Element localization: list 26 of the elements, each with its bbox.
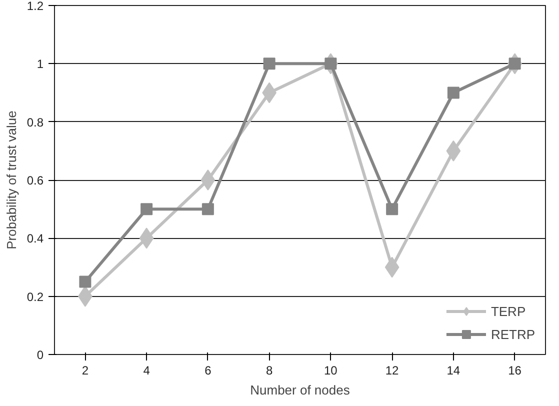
point [79, 276, 92, 288]
x-axis-title: Number of nodes [250, 382, 350, 398]
x-tick-label: 4 [143, 364, 150, 378]
point [140, 203, 153, 216]
y-axis-title: Probability of trust value [4, 110, 19, 250]
x-tick-label: 8 [266, 364, 273, 378]
y-tick-label: 1.2 [26, 0, 44, 13]
point [386, 203, 398, 216]
y-tick-label: 0.8 [26, 115, 44, 130]
x-tick-label: 16 [508, 364, 522, 378]
point [200, 170, 216, 190]
y-tick-label: 0.4 [26, 232, 44, 246]
legend-label: RETRP [490, 326, 535, 342]
x-tick-label: 2 [82, 364, 89, 378]
y-tick-label: 0.2 [26, 290, 44, 304]
legend-label: TERP [490, 304, 526, 318]
point [447, 86, 460, 99]
x-tick-label: 10 [324, 364, 338, 378]
x-tick-label: 12 [385, 364, 400, 378]
x-tick-label: 14 [446, 364, 460, 378]
point [202, 203, 214, 216]
y-tick-label: 0 [36, 348, 44, 362]
point [263, 58, 276, 70]
x-tick-label: 6 [204, 364, 212, 378]
y-tick-label: 1 [36, 57, 44, 72]
y-tick-label: 0.6 [26, 174, 44, 188]
